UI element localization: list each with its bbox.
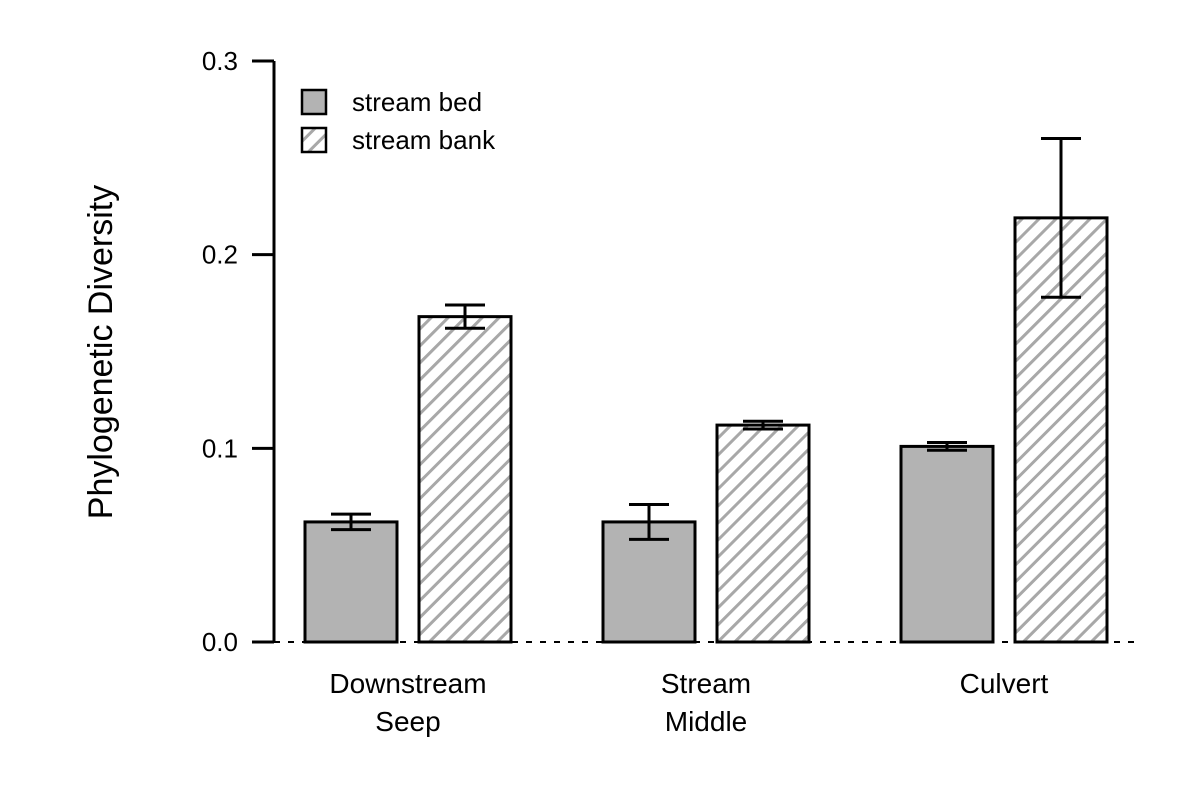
category-label: Culvert (960, 668, 1049, 699)
category-label: Middle (665, 706, 747, 737)
category-label: Stream (661, 668, 751, 699)
legend-label: stream bed (352, 87, 482, 117)
y-tick-label: 0.0 (202, 627, 238, 657)
error-bars-group (331, 136, 1081, 541)
bar-stream-bed (601, 520, 697, 644)
category-label: Downstream (329, 668, 486, 699)
y-tick-label: 0.3 (202, 46, 238, 76)
category-label: Seep (375, 706, 440, 737)
bars-group (303, 216, 1109, 644)
legend-swatch-stream-bank (300, 126, 328, 154)
legend-swatch-stream-bed (300, 88, 328, 116)
y-axis-title: Phylogenetic Diversity (82, 185, 120, 519)
bar-stream-bed (899, 444, 995, 644)
y-axis: 0.0 0.1 0.2 0.3 (202, 46, 1140, 657)
category-labels: Downstream Seep Stream Middle Culvert (329, 668, 1048, 737)
bar-stream-bed (303, 520, 399, 644)
y-tick-label: 0.2 (202, 240, 238, 270)
legend-label: stream bank (352, 125, 496, 155)
legend: stream bed stream bank (300, 87, 496, 155)
y-tick-label: 0.1 (202, 433, 238, 463)
bar-stream-bank (417, 315, 513, 644)
bar-stream-bank (715, 423, 811, 644)
